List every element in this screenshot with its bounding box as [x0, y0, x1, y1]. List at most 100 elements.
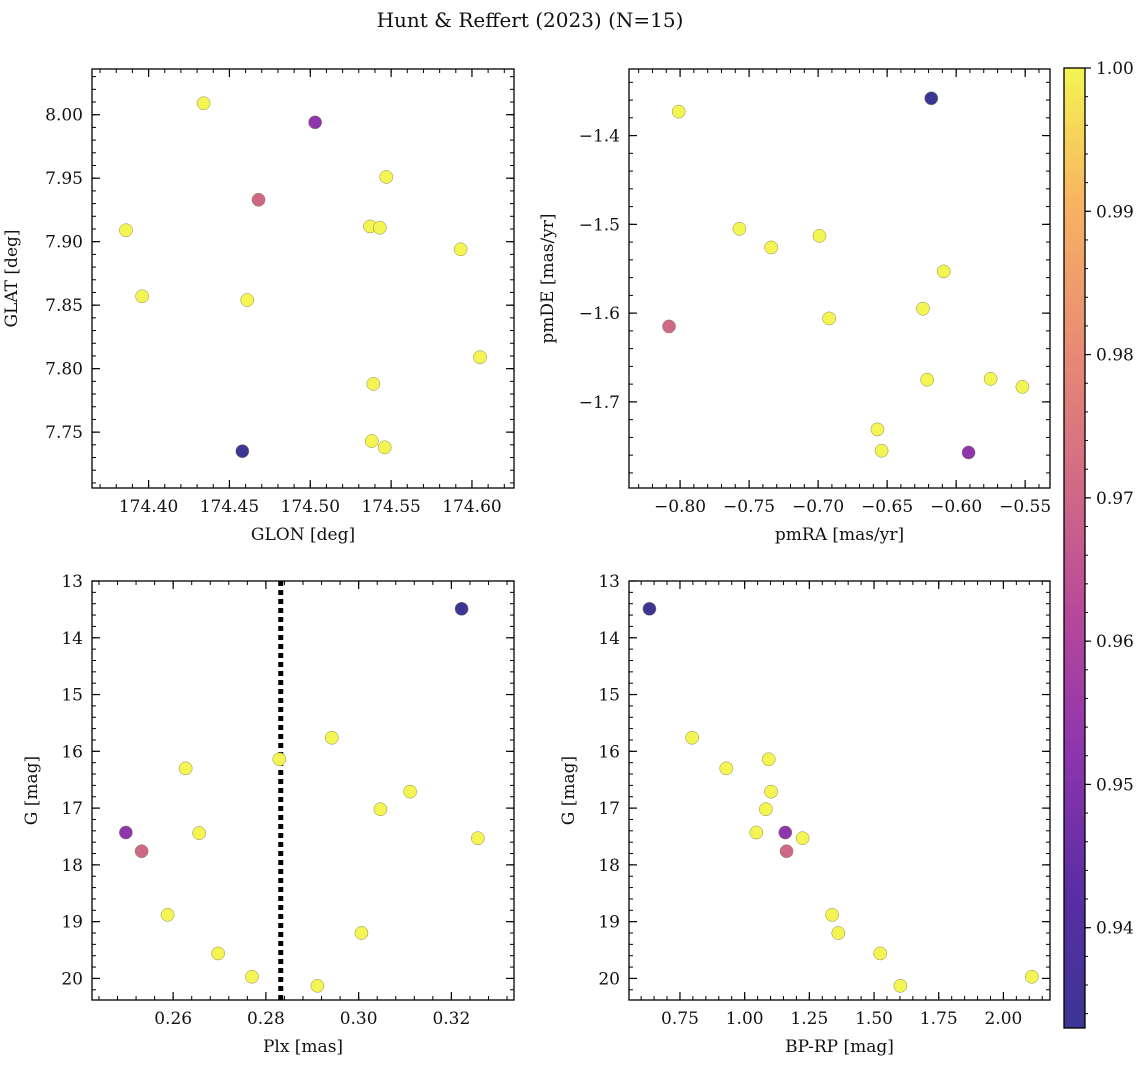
- data-point: [470, 831, 485, 846]
- data-point: [916, 301, 930, 316]
- data-point: [732, 221, 747, 236]
- data-point: [1015, 379, 1030, 394]
- y-tick-label: −1.7: [579, 393, 620, 413]
- x-tick-label: 0.30: [340, 1009, 378, 1029]
- x-tick-label: −0.55: [999, 497, 1051, 517]
- data-point: [961, 445, 976, 460]
- x-tick-label: 174.55: [361, 497, 420, 517]
- x-tick-label: 174.50: [281, 497, 340, 517]
- data-point: [473, 350, 487, 365]
- data-point: [240, 293, 255, 307]
- data-point: [354, 926, 369, 940]
- x-axis-label: BP-RP [mag]: [785, 1037, 894, 1057]
- axes-frame: [628, 580, 1051, 1001]
- axes-frame: [628, 68, 1051, 489]
- axes-frame: [91, 68, 515, 489]
- panel-pmra-pmde: −0.80 −0.75 −0.70 −0.65 −0.60 −0.55 −1.7 −1.6 −1…: [538, 68, 1051, 545]
- y-tick-label: 15: [598, 686, 620, 706]
- x-tick-label: 1.25: [790, 1009, 828, 1029]
- data-point: [983, 371, 998, 386]
- data-point: [822, 311, 836, 326]
- data-point: [366, 377, 381, 391]
- y-tick-label: −1.5: [579, 215, 620, 235]
- data-point: [764, 240, 779, 255]
- x-tick-label: −0.80: [654, 497, 706, 517]
- x-tick-label: 0.75: [661, 1009, 699, 1029]
- data-point: [874, 443, 889, 458]
- data-point: [1025, 969, 1039, 984]
- x-tick-label: 0.26: [154, 1009, 192, 1029]
- data-point: [160, 907, 175, 922]
- x-tick-label: −0.70: [792, 497, 844, 517]
- data-point: [893, 978, 908, 993]
- x-tick-label: 174.40: [119, 497, 178, 517]
- data-point: [373, 802, 388, 817]
- y-tick-label: 7.80: [45, 360, 83, 380]
- y-tick-label: 13: [61, 572, 83, 592]
- y-tick-label: 7.95: [45, 169, 83, 189]
- colorbar-tick-label: 0.98: [1096, 346, 1134, 366]
- data-point: [245, 969, 259, 984]
- colorbar-tick-label: 0.97: [1096, 489, 1134, 509]
- data-point: [873, 946, 888, 961]
- data-point: [453, 242, 468, 257]
- x-tick-label: 1.50: [855, 1009, 893, 1029]
- data-point: [795, 831, 810, 846]
- data-point: [324, 730, 339, 745]
- x-tick-label: 0.28: [247, 1009, 285, 1029]
- data-point: [403, 784, 417, 799]
- colorbar: 0.94 0.95 0.96 0.97 0.98 0.99 1.00: [1063, 59, 1134, 1029]
- data-point: [642, 601, 657, 616]
- x-tick-label: −0.60: [930, 497, 982, 517]
- data-point: [719, 761, 734, 776]
- x-axis-label: pmRA [mas/yr]: [775, 525, 904, 545]
- data-point: [936, 264, 951, 279]
- colorbar-gradient: [1063, 67, 1086, 1029]
- data-point: [192, 826, 206, 840]
- x-tick-label: 174.60: [442, 497, 501, 517]
- data-point: [764, 784, 778, 799]
- figure-title: Hunt & Reffert (2023) (N=15): [377, 8, 684, 32]
- data-point: [671, 104, 686, 119]
- y-tick-label: 14: [61, 629, 83, 649]
- panel-plx-g: 0.26 0.28 0.30 0.32 13 14 15 16 17 18 19 20 Plx [mas…: [22, 572, 515, 1057]
- data-point: [119, 223, 133, 238]
- data-point: [685, 730, 699, 745]
- y-tick-label: 7.85: [45, 296, 83, 316]
- panel-bprp-g: 0.75 1.00 1.25 1.50 1.75 2.00 13 14 15 16 17 18 19 20…: [559, 572, 1051, 1057]
- y-tick-label: 20: [598, 969, 620, 989]
- y-tick-label: 8.00: [45, 106, 83, 126]
- axes-frame: [91, 580, 515, 1001]
- y-axis-label: GLAT [deg]: [2, 229, 22, 327]
- data-point: [778, 825, 793, 840]
- y-tick-label: 19: [598, 913, 620, 933]
- y-tick-label: 7.90: [45, 233, 83, 253]
- data-point: [308, 115, 322, 130]
- data-point: [662, 319, 676, 334]
- x-tick-label: 174.45: [200, 497, 259, 517]
- data-point: [211, 946, 225, 961]
- data-point: [761, 752, 776, 767]
- data-point: [235, 444, 250, 459]
- y-tick-label: 13: [598, 572, 620, 592]
- data-point: [310, 978, 325, 993]
- y-tick-label: 7.75: [45, 423, 83, 443]
- data-point: [119, 825, 133, 840]
- scatter-panels: 174.40 174.45 174.50 174.55 174.60 7.75 7.80 7.…: [2, 68, 1051, 1057]
- y-axis-label: G [mag]: [22, 756, 42, 825]
- x-axis-label: Plx [mas]: [263, 1037, 343, 1057]
- data-point: [779, 844, 794, 859]
- y-tick-label: −1.6: [579, 304, 620, 324]
- data-point: [377, 440, 392, 455]
- y-tick-label: −1.4: [579, 127, 620, 147]
- x-tick-label: 0.32: [432, 1009, 470, 1029]
- panel-glon-glat: 174.40 174.45 174.50 174.55 174.60 7.75 7.80 7.…: [2, 68, 515, 545]
- data-point: [134, 844, 149, 859]
- data-point: [812, 229, 827, 243]
- data-point: [825, 907, 839, 922]
- colorbar-tick-label: 0.99: [1096, 202, 1134, 222]
- x-tick-label: 1.75: [920, 1009, 958, 1029]
- data-point: [251, 192, 266, 207]
- data-point: [135, 289, 149, 304]
